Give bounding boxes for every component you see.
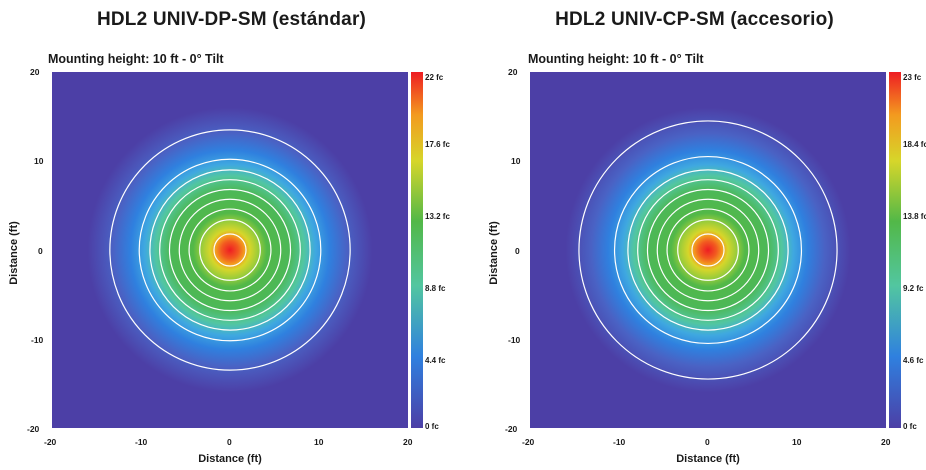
contour-line [168, 188, 292, 312]
contour-line [178, 198, 282, 302]
chart-panel-right: HDL2 UNIV-CP-SM (accesorio) Mounting hei… [463, 0, 926, 470]
heatmap-plot [52, 72, 408, 428]
contour-line [666, 208, 750, 292]
contour-line [637, 179, 779, 321]
contour-line [656, 198, 760, 302]
x-tick-label: 10 [792, 437, 802, 447]
colorbar-label: 13.8 fc [903, 212, 926, 221]
colorbar-label: 17.6 fc [425, 140, 450, 149]
colorbar-label: 0 fc [903, 422, 917, 431]
chart-subtitle: Mounting height: 10 ft - 0° Tilt [528, 52, 704, 66]
x-tick-label: -10 [135, 437, 148, 447]
colorbar-label: 4.4 fc [425, 356, 446, 365]
heatmap-plot [530, 72, 886, 428]
y-tick-label: 10 [511, 156, 521, 166]
colorbar-label: 0 fc [425, 422, 439, 431]
y-axis-label: Distance (ft) [8, 221, 20, 285]
contour-line [677, 219, 739, 281]
x-tick-label: 0 [227, 437, 232, 447]
y-tick-label: 0 [38, 246, 43, 256]
contour-line [646, 188, 770, 312]
colorbar-label: 13.2 fc [425, 212, 450, 221]
chart-subtitle: Mounting height: 10 ft - 0° Tilt [48, 52, 224, 66]
contour-line [199, 219, 261, 281]
x-tick-label: -20 [44, 437, 57, 447]
colorbar [411, 72, 423, 428]
x-tick-label: 10 [314, 437, 324, 447]
contour-line [578, 120, 838, 380]
illuminance-field [530, 72, 886, 428]
chart-title: HDL2 UNIV-DP-SM (estándar) [96, 9, 367, 30]
colorbar [889, 72, 901, 428]
contour-line [627, 169, 789, 331]
contour-line [213, 233, 247, 267]
y-tick-label: -10 [31, 335, 44, 345]
colorbar-label: 8.8 fc [425, 284, 446, 293]
x-tick-label: 0 [705, 437, 710, 447]
contour-line [109, 129, 351, 371]
y-tick-label: -20 [27, 424, 40, 434]
illuminance-field [52, 72, 408, 428]
chart-panel-left: HDL2 UNIV-DP-SM (estándar) Mounting heig… [8, 9, 450, 465]
contour-line [188, 208, 272, 292]
y-tick-label: 20 [30, 67, 40, 77]
x-axis-label: Distance (ft) [676, 453, 740, 465]
contour-line [613, 155, 803, 345]
y-tick-label: -10 [508, 335, 521, 345]
contour-line [691, 233, 725, 267]
y-tick-label: -20 [505, 424, 518, 434]
x-axis-label: Distance (ft) [198, 453, 262, 465]
y-tick-label: 0 [515, 246, 520, 256]
colorbar-label: 9.2 fc [903, 284, 924, 293]
x-tick-label: -20 [522, 437, 535, 447]
y-tick-label: 20 [508, 67, 518, 77]
x-tick-label: -10 [613, 437, 626, 447]
contour-line [138, 158, 322, 342]
contour-line [159, 179, 301, 321]
colorbar-label: 18.4 fc [903, 140, 926, 149]
chart-title: HDL2 UNIV-CP-SM (accesorio) [555, 9, 834, 30]
y-axis-label: Distance (ft) [488, 221, 500, 285]
colorbar-label: 23 fc [903, 73, 922, 82]
x-tick-label: 20 [403, 437, 413, 447]
y-tick-label: 10 [34, 156, 44, 166]
colorbar-label: 22 fc [425, 73, 444, 82]
x-tick-label: 20 [881, 437, 891, 447]
contour-line [149, 169, 311, 331]
colorbar-label: 4.6 fc [903, 356, 924, 365]
